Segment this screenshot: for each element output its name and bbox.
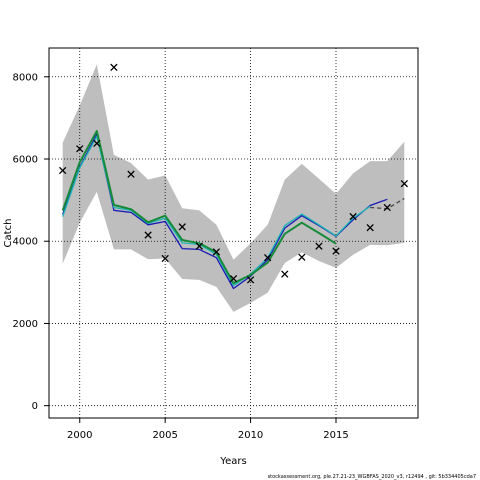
x-tick-label: 2010 — [238, 430, 263, 441]
x-axis-title: Years — [219, 456, 246, 467]
confidence-band — [62, 64, 405, 312]
observation-marker — [59, 166, 67, 175]
observation-marker — [144, 231, 152, 239]
series-line-3 — [61, 130, 337, 285]
x-tick-label: 2005 — [152, 430, 177, 441]
series-line-4 — [370, 197, 405, 210]
observation-marker — [161, 254, 169, 263]
observation-marker — [93, 139, 101, 148]
observation-marker — [298, 253, 306, 261]
observation-marker — [110, 63, 118, 71]
y-tick-label: 2000 — [13, 319, 38, 330]
observation-marker — [315, 242, 323, 250]
observation-marker — [281, 270, 289, 278]
y-tick-label: 6000 — [13, 155, 38, 166]
series-layer — [61, 130, 405, 290]
observation-marker — [212, 248, 221, 256]
observations-layer — [59, 63, 408, 284]
observation-marker — [178, 223, 186, 231]
observation-marker — [195, 242, 203, 250]
x-tick-label: 2000 — [67, 430, 92, 441]
observation-marker — [264, 254, 272, 262]
confidence-band-layer — [62, 64, 405, 312]
plot-frame — [48, 47, 419, 419]
observation-marker — [383, 203, 391, 212]
axis-layer: 2000 2005 2010 2015 0 2000 4000 6000 8000 — [13, 72, 349, 441]
y-tick-label: 4000 — [13, 237, 38, 248]
x-tick-label: 2015 — [323, 430, 348, 441]
observation-marker — [400, 180, 408, 188]
observation-marker — [229, 274, 238, 283]
observation-marker — [366, 223, 374, 232]
observation-marker — [76, 145, 84, 153]
y-tick-label: 8000 — [13, 72, 38, 83]
footer-note: stockassessment.org, ple.27.21-23_WGBFAS… — [268, 474, 476, 480]
y-tick-label: 0 — [32, 401, 38, 412]
observation-marker — [127, 170, 135, 178]
series-line-2 — [62, 135, 371, 287]
observation-marker — [349, 212, 357, 221]
y-axis-title: Catch — [3, 219, 14, 248]
observation-marker — [246, 276, 255, 284]
observation-marker — [332, 247, 340, 255]
